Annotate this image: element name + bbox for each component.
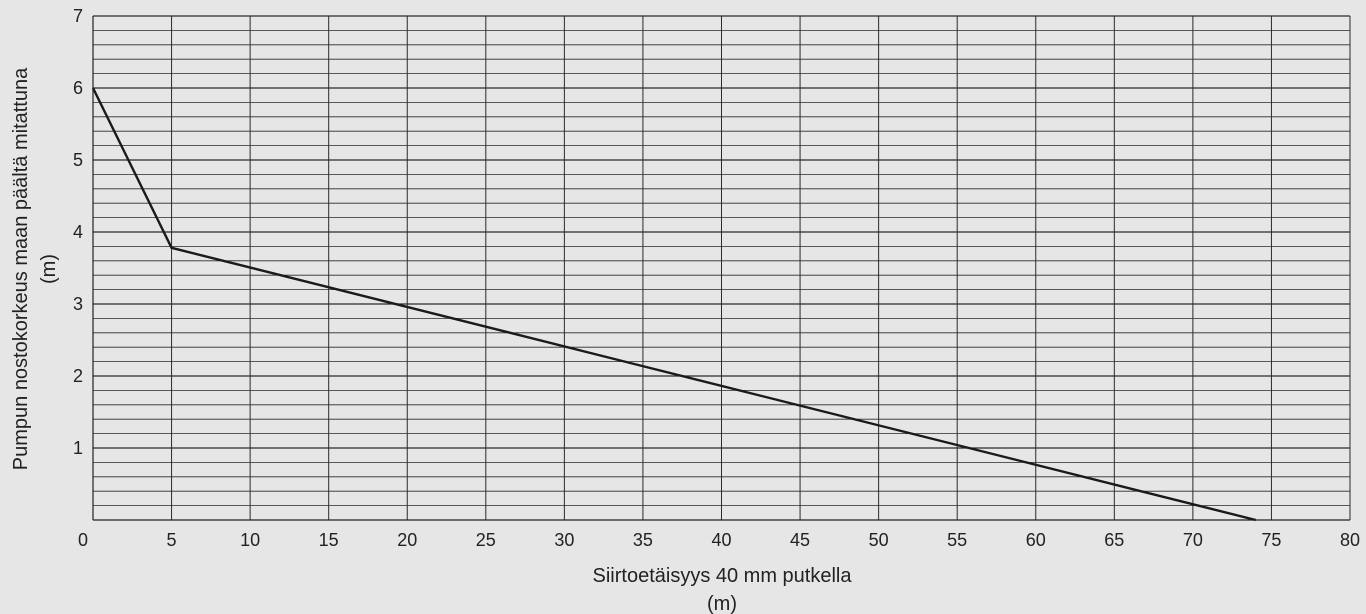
x-tick-label: 0 [78,530,88,550]
axes [92,16,1350,521]
x-tick-label: 10 [240,530,260,550]
x-tick-label: 45 [790,530,810,550]
x-axis-title-line1: Siirtoetäisyys 40 mm putkella [593,565,853,587]
y-tick-label: 1 [73,438,83,458]
series-line [91,87,1257,522]
x-axis-title-line2: (m) [707,593,737,614]
series [91,87,1257,522]
x-tick-label: 25 [476,530,496,550]
x-tick-label: 35 [633,530,653,550]
x-tick-label: 40 [711,530,731,550]
x-tick-label: 5 [167,530,177,550]
y-axis-title-line1: Pumpun nostokorkeus maan päältä mitattun… [10,67,32,470]
y-tick-label: 3 [73,294,83,314]
x-tick-label: 30 [554,530,574,550]
y-axis-title-line2: (m) [38,254,60,284]
grid [93,15,1351,520]
y-tick-label: 6 [73,78,83,98]
x-tick-label: 60 [1026,530,1046,550]
y-tick-label: 5 [73,150,83,170]
x-tick-label: 80 [1340,530,1360,550]
x-tick-label: 75 [1261,530,1281,550]
x-tick-labels: 0 5 10 15 20 25 30 35 40 45 50 55 60 65 70 75 80 [78,530,1360,550]
x-tick-label: 20 [397,530,417,550]
y-tick-label: 4 [73,222,83,242]
x-tick-label: 15 [319,530,339,550]
x-tick-label: 65 [1104,530,1124,550]
x-tick-label: 50 [869,530,889,550]
y-tick-label: 2 [73,366,83,386]
x-tick-label: 70 [1183,530,1203,550]
x-tick-label: 55 [947,530,967,550]
y-tick-labels: 1 2 3 4 5 6 7 [73,6,83,458]
y-tick-label: 7 [73,6,83,26]
